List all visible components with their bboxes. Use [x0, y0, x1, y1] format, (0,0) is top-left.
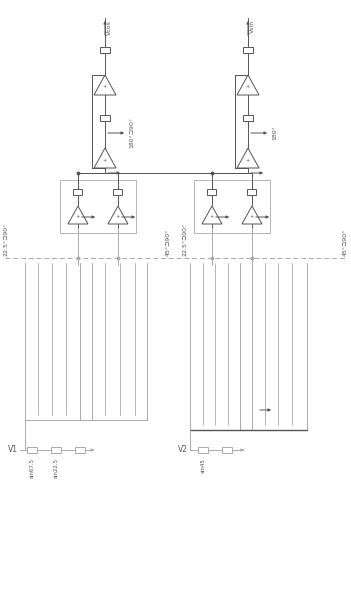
Bar — [113, 189, 122, 195]
Text: sin67.5: sin67.5 — [29, 458, 34, 478]
Bar — [243, 115, 253, 121]
Bar — [100, 115, 110, 121]
Bar — [73, 189, 82, 195]
Text: 180°: 180° — [272, 125, 277, 140]
Text: +: + — [246, 157, 250, 163]
Text: 45°⊐90°: 45°⊐90° — [166, 229, 171, 256]
Text: 45°⊐90°: 45°⊐90° — [343, 229, 347, 256]
Polygon shape — [94, 148, 116, 168]
Text: +: + — [103, 85, 107, 89]
Text: +: + — [246, 85, 250, 89]
Polygon shape — [237, 75, 259, 95]
Bar — [207, 189, 217, 195]
Bar — [27, 447, 37, 453]
Polygon shape — [237, 148, 259, 168]
Text: sin45: sin45 — [200, 458, 205, 473]
Text: +: + — [103, 157, 107, 163]
Text: sin22.5: sin22.5 — [53, 458, 59, 478]
Text: V2: V2 — [178, 445, 188, 455]
Bar — [198, 447, 208, 453]
Bar — [243, 47, 253, 53]
Text: Vcos: Vcos — [107, 20, 112, 35]
Text: 180°⊐90°: 180°⊐90° — [129, 118, 134, 148]
Bar — [75, 447, 85, 453]
Text: Vsin: Vsin — [250, 20, 255, 33]
Bar — [60, 180, 136, 233]
Polygon shape — [68, 206, 88, 224]
Bar — [247, 189, 257, 195]
Bar — [100, 47, 110, 53]
Text: +: + — [116, 214, 120, 219]
Bar — [222, 447, 232, 453]
Bar — [194, 180, 270, 233]
Polygon shape — [242, 206, 262, 224]
Text: +: + — [76, 214, 80, 219]
Polygon shape — [202, 206, 222, 224]
Text: V1: V1 — [8, 445, 18, 455]
Text: 22.5°⊐00°: 22.5°⊐00° — [183, 223, 187, 256]
Bar — [51, 447, 61, 453]
Text: +: + — [250, 214, 254, 219]
Text: +: + — [210, 214, 214, 219]
Polygon shape — [94, 75, 116, 95]
Text: 22.5°⊐90°: 22.5°⊐90° — [4, 223, 8, 256]
Polygon shape — [108, 206, 128, 224]
